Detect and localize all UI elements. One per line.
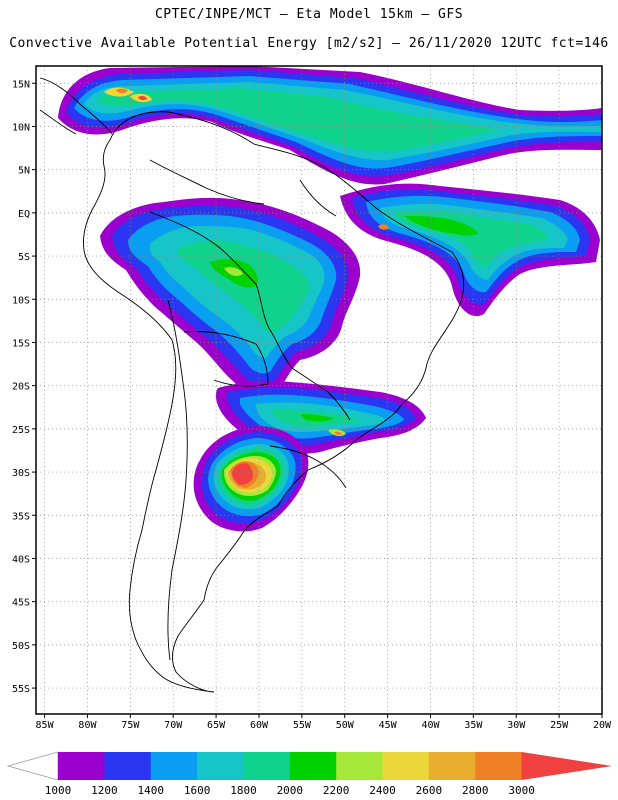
title-line-1: CPTEC/INPE/MCT – Eta Model 15km – GFS — [154, 7, 464, 22]
lat-label: 35S — [12, 511, 30, 522]
colorbar-segment — [336, 752, 384, 780]
lat-label: 5N — [18, 166, 30, 177]
lon-label: 75W — [121, 720, 140, 731]
colorbar-label: 1600 — [184, 784, 211, 797]
colorbar-segment — [289, 752, 337, 780]
colorbar: 1000 1200 1400 1600 1800 2000 2200 2400 2600 2800… — [6, 751, 612, 797]
lon-label: 70W — [164, 720, 183, 731]
colorbar-segment — [197, 752, 244, 780]
lon-label: 25W — [550, 720, 569, 731]
colorbar-label: 1800 — [230, 784, 257, 797]
cape-field — [58, 66, 602, 532]
lon-label: 45W — [379, 720, 398, 731]
latitude-labels: 15N 10N 5N EQ 5S 10S 15S 20S 25S 30S 35S 40S 45S 50S 5… — [12, 79, 30, 695]
lat-label: 10S — [12, 295, 30, 306]
cape-region-caribbean — [58, 66, 602, 185]
andes-border — [167, 299, 188, 661]
colorbar-min-arrow — [6, 751, 59, 781]
title-line-2: Convective Available Potential Energy [m… — [9, 36, 609, 51]
lat-label: 15S — [12, 338, 30, 349]
cape-region-itcz — [340, 183, 600, 317]
colorbar-segment — [382, 752, 430, 780]
colorbar-label: 2200 — [323, 784, 350, 797]
colorbar-max-arrow — [521, 752, 612, 780]
colorbar-segment — [428, 752, 476, 780]
lon-label: 20W — [593, 720, 612, 731]
lat-label: 25S — [12, 425, 30, 436]
lat-label: 45S — [12, 598, 30, 609]
colorbar-label: 1200 — [91, 784, 118, 797]
bolivia-border — [183, 331, 269, 387]
argentina-uruguay-border — [269, 445, 347, 489]
colorbar-label: 2800 — [462, 784, 489, 797]
colorbar-label: 2400 — [369, 784, 396, 797]
northern-borders — [149, 159, 337, 217]
colorbar-label: 2000 — [277, 784, 304, 797]
map-frame — [35, 65, 603, 715]
lat-label: 5S — [18, 252, 30, 263]
colorbar-segment — [104, 752, 152, 780]
colorbar-segment — [475, 752, 523, 780]
central-america-coastline — [39, 77, 113, 135]
colorbar-segment — [150, 752, 198, 780]
lon-label: 60W — [250, 720, 269, 731]
lat-label: 50S — [12, 641, 30, 652]
lat-label: EQ — [18, 209, 30, 220]
colorbar-label: 1000 — [45, 784, 72, 797]
colorbar-segment — [58, 752, 105, 780]
lon-label: 65W — [207, 720, 226, 731]
lon-label: 85W — [36, 720, 55, 731]
colorbar-label: 1400 — [137, 784, 164, 797]
south-america-coastline — [83, 111, 465, 693]
lon-label: 30W — [507, 720, 526, 731]
lat-label: 15N — [12, 79, 30, 90]
lat-label: 20S — [12, 382, 30, 393]
map-ticks — [32, 82, 603, 718]
longitude-labels: 85W 80W 75W 70W 65W 60W 55W 50W 45W 40W 35W 30W 25W 2… — [36, 720, 612, 731]
lon-label: 35W — [464, 720, 483, 731]
colorbar-label: 2600 — [416, 784, 443, 797]
lon-label: 40W — [421, 720, 440, 731]
lat-label: 10N — [12, 122, 30, 133]
map-geography — [39, 77, 465, 693]
lat-label: 55S — [12, 684, 30, 695]
lat-label: 40S — [12, 554, 30, 565]
colorbar-segment — [243, 752, 291, 780]
brazil-border — [149, 211, 351, 421]
lon-label: 80W — [78, 720, 97, 731]
lat-label: 30S — [12, 468, 30, 479]
map-grid — [36, 66, 602, 714]
lon-label: 55W — [293, 720, 312, 731]
colorbar-label: 3000 — [508, 784, 535, 797]
lon-label: 50W — [336, 720, 355, 731]
cape-region-argentina — [193, 426, 309, 532]
cape-region-amazon — [100, 197, 361, 397]
